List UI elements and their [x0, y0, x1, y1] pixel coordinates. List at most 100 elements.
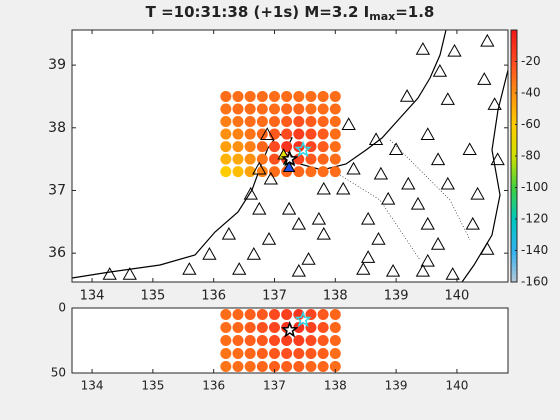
grid-dot: [317, 116, 329, 128]
depth-tick-label: 50: [51, 366, 66, 380]
grid-dot: [329, 103, 341, 115]
section-dot: [232, 348, 244, 359]
station: [368, 132, 384, 146]
grid-dot: [293, 141, 305, 153]
colorbar-cell: [511, 53, 517, 59]
section-dot: [232, 335, 244, 346]
section-dot: [268, 361, 280, 372]
grid-dot: [256, 103, 268, 115]
colorbar-cell: [511, 37, 517, 43]
y-tick-label: 38: [48, 120, 66, 136]
station: [360, 211, 376, 225]
y-tick-label: 39: [48, 57, 66, 73]
colorbar-cell: [511, 49, 517, 55]
colorbar-cell: [511, 163, 517, 169]
section-dot: [256, 335, 268, 346]
colorbar-cell: [511, 77, 517, 82]
section-x-tick-label: 136: [202, 379, 225, 393]
colorbar-tick-label: -120: [521, 212, 548, 226]
station: [490, 152, 505, 166]
station: [462, 142, 477, 156]
colorbar-cell: [511, 215, 517, 220]
colorbar-tick-label: -140: [521, 243, 548, 257]
grid-dot: [329, 153, 341, 165]
section-dot: [329, 309, 341, 320]
grid-dot: [232, 141, 244, 153]
grid-dot: [317, 103, 329, 115]
grid-dot: [244, 128, 256, 140]
station: [102, 267, 117, 280]
colorbar-cell: [511, 85, 517, 90]
x-tick-label: 136: [201, 289, 226, 304]
colorbar-cell: [511, 73, 517, 78]
station: [445, 267, 460, 280]
station: [341, 117, 356, 130]
station: [487, 97, 502, 110]
section-dot: [220, 361, 232, 372]
section-dot: [305, 322, 317, 333]
colorbar-cell: [511, 93, 517, 98]
station: [360, 250, 376, 263]
grid-dot: [281, 103, 293, 115]
grid-dot: [329, 128, 341, 140]
colorbar-cell: [511, 45, 517, 51]
station: [263, 171, 279, 185]
colorbar-cell: [511, 183, 517, 188]
colorbar-cell: [511, 116, 517, 122]
boundary: [339, 139, 471, 261]
colorbar-cell: [511, 278, 517, 283]
colorbar-cell: [511, 136, 517, 141]
station: [232, 262, 247, 275]
grid-dot: [268, 116, 280, 128]
grid-dot: [256, 153, 268, 165]
station: [261, 231, 277, 245]
title-subscript: max: [369, 10, 395, 23]
colorbar-cell: [511, 156, 517, 161]
x-tick-label: 138: [323, 289, 348, 304]
section-dot: [232, 322, 244, 333]
station: [415, 263, 431, 277]
station: [388, 142, 404, 156]
colorbar-cell: [511, 187, 517, 192]
section-dot: [268, 335, 280, 346]
grid-dot: [220, 116, 232, 128]
grid-dot: [268, 141, 280, 153]
station: [260, 127, 275, 141]
station: [336, 181, 351, 195]
section-frame: [71, 307, 509, 374]
colorbar-cell: [511, 258, 517, 263]
section-dot: [293, 348, 305, 359]
section-dot: [329, 361, 341, 372]
grid-dot: [329, 141, 341, 153]
grid-dot: [220, 90, 232, 102]
station: [465, 216, 480, 230]
grid-dot: [244, 90, 256, 102]
station: [480, 33, 495, 47]
station: [447, 43, 462, 57]
section-dot: [232, 309, 244, 320]
grid-dot: [329, 90, 341, 102]
section-dot: [281, 361, 293, 372]
section-x-tick-label: 140: [445, 379, 468, 393]
station: [371, 231, 386, 245]
colorbar-cell: [511, 219, 517, 224]
grid-dot: [293, 103, 305, 115]
grid-dot: [232, 128, 244, 140]
section-dot: [244, 322, 256, 333]
colorbar-cell: [511, 30, 517, 35]
grid-dot: [256, 141, 268, 153]
station: [477, 72, 492, 85]
station: [356, 262, 371, 275]
depth-tick-label: 0: [58, 301, 66, 315]
station: [316, 226, 331, 240]
grid-dot: [317, 90, 329, 102]
colorbar-cell: [511, 57, 517, 62]
grid-dot: [293, 128, 305, 140]
grid-dot: [232, 166, 244, 178]
section-dot: [329, 335, 341, 346]
station: [182, 262, 197, 275]
x-tick-label: 139: [384, 289, 409, 304]
title: T =10:31:38 (+1s) M=3.2 Imax=1.8: [146, 3, 435, 24]
station: [291, 263, 306, 277]
grid-dot: [268, 103, 280, 115]
